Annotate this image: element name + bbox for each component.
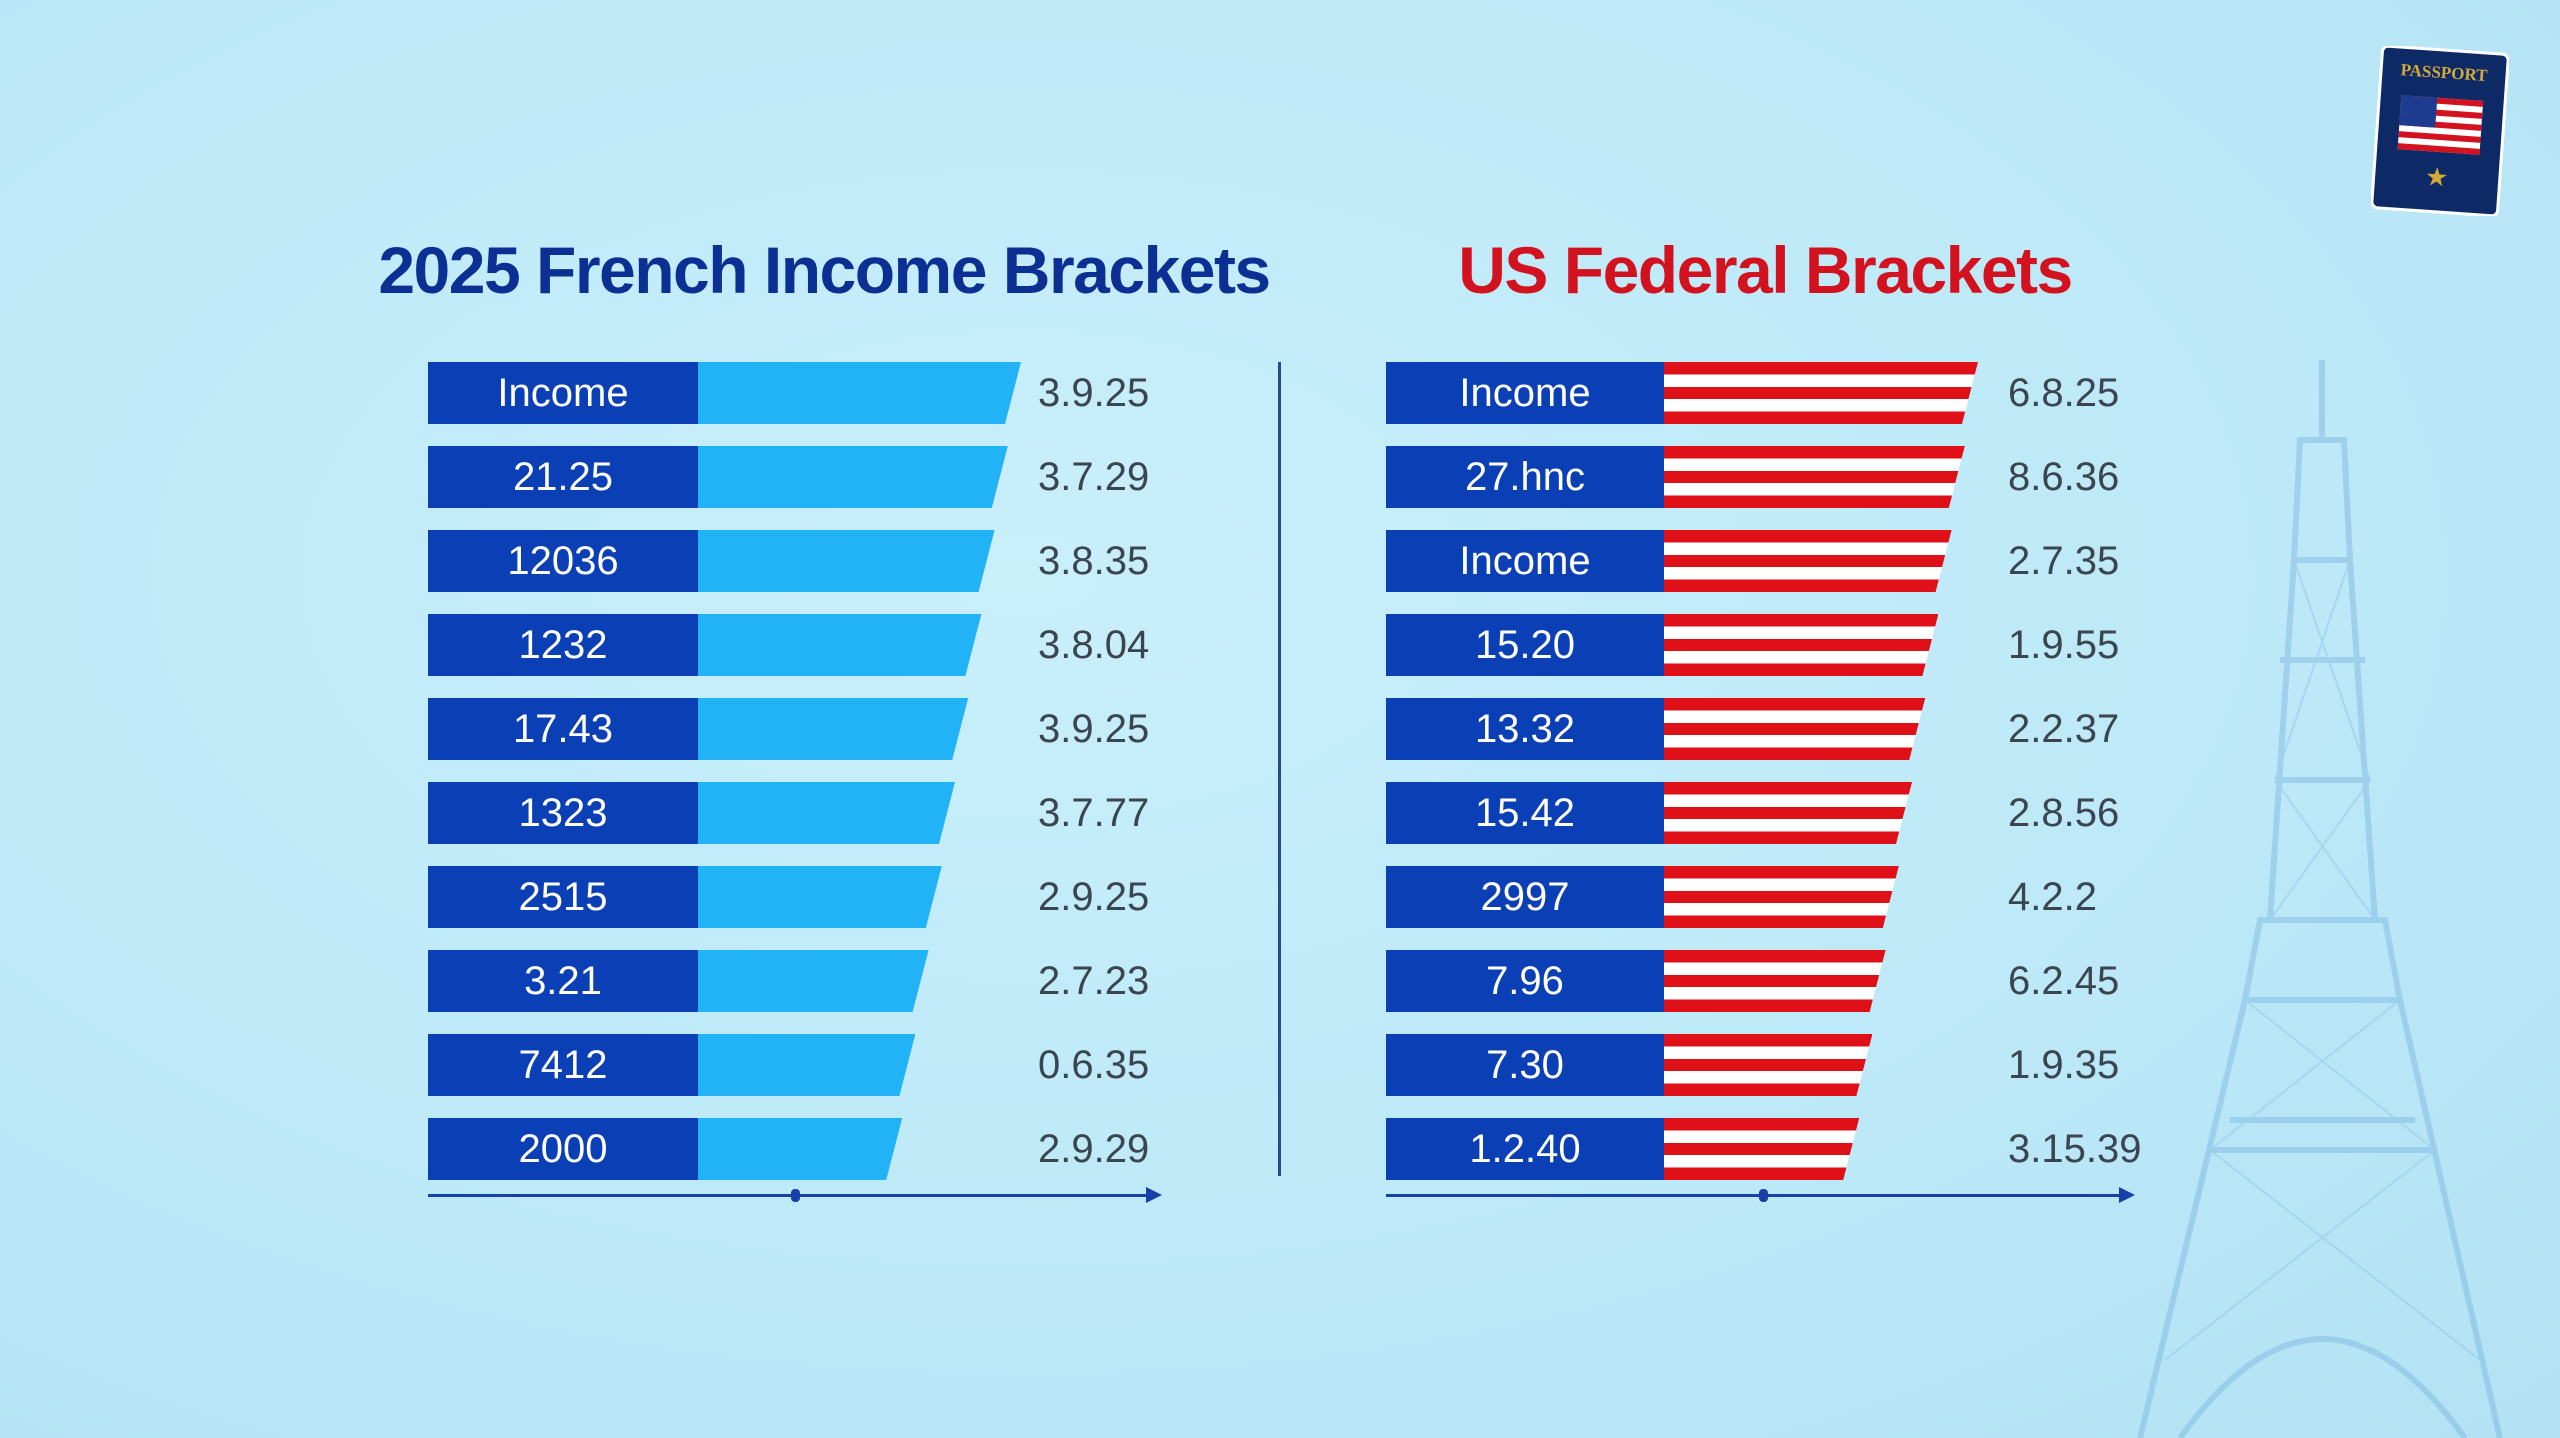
bar [698, 362, 1021, 424]
bar [698, 1034, 916, 1096]
bracket-label: 2997 [1386, 866, 1664, 928]
bracket-label: 15.20 [1386, 614, 1664, 676]
bracket-label: 17.43 [428, 698, 698, 760]
value-label: 1.9.35 [2008, 1042, 2120, 1087]
axis-arrow-icon [2119, 1187, 2135, 1203]
bar [1664, 614, 1939, 676]
value-label: 2.2.37 [2008, 706, 2120, 751]
bracket-label: 2000 [428, 1118, 698, 1180]
value-label: 3.7.29 [1038, 454, 1150, 499]
bar [698, 950, 929, 1012]
bar [698, 698, 969, 760]
bracket-label: 7.30 [1386, 1034, 1664, 1096]
eiffel-tower-icon [2137, 360, 2503, 1438]
bracket-label: Income [428, 362, 698, 424]
bracket-label: 2515 [428, 866, 698, 928]
us-flag-passport-icon: PASSPORT ★ [2371, 46, 2509, 216]
svg-text:★: ★ [2424, 161, 2449, 193]
bar [698, 1118, 903, 1180]
value-label: 2.7.35 [2008, 538, 2120, 583]
value-label: 2.9.25 [1038, 874, 1150, 919]
value-label: 8.6.36 [2008, 454, 2120, 499]
value-label: 6.8.25 [2008, 370, 2120, 415]
bar [698, 530, 995, 592]
axis-tick [1759, 1189, 1768, 1202]
axis-arrow-icon [1146, 1187, 1162, 1203]
bracket-label: 21.25 [428, 446, 698, 508]
french-x-axis [428, 1187, 1162, 1203]
bar [698, 614, 982, 676]
bar [1664, 1034, 1873, 1096]
bar [1664, 362, 1978, 424]
bracket-label: Income [1386, 362, 1664, 424]
value-label: 0.6.35 [1038, 1042, 1150, 1087]
bar [1664, 698, 1926, 760]
bar [1664, 950, 1886, 1012]
bracket-label: 27.hnc [1386, 446, 1664, 508]
value-label: 3.8.35 [1038, 538, 1150, 583]
bracket-label: 1.2.40 [1386, 1118, 1664, 1180]
us-x-axis [1386, 1187, 2135, 1203]
bracket-label: 3.21 [428, 950, 698, 1012]
bracket-label: 7412 [428, 1034, 698, 1096]
bracket-label: 13.32 [1386, 698, 1664, 760]
french-chart-title: 2025 French Income Brackets [378, 233, 1271, 307]
value-label: 3.7.77 [1038, 790, 1150, 835]
bar [1664, 530, 1952, 592]
value-label: 2.8.56 [2008, 790, 2120, 835]
bracket-label: Income [1386, 530, 1664, 592]
bracket-label: 12036 [428, 530, 698, 592]
chart-divider [1278, 362, 1281, 1176]
bar [698, 866, 942, 928]
bar [1664, 782, 1912, 844]
bar [698, 446, 1008, 508]
value-label: 3.8.04 [1038, 622, 1150, 667]
bracket-label: 1323 [428, 782, 698, 844]
value-label: 6.2.45 [2008, 958, 2120, 1003]
value-label: 3.15.39 [2008, 1126, 2142, 1171]
bar [1664, 446, 1965, 508]
us-chart-title: US Federal Brackets [1458, 233, 2073, 307]
bar [698, 782, 955, 844]
value-label: 4.2.2 [2008, 874, 2097, 919]
value-label: 3.9.25 [1038, 706, 1150, 751]
value-label: 2.9.29 [1038, 1126, 1150, 1171]
bar [1664, 1118, 1860, 1180]
bracket-label: 1232 [428, 614, 698, 676]
bracket-label: 15.42 [1386, 782, 1664, 844]
bracket-label: 7.96 [1386, 950, 1664, 1012]
bar [1664, 866, 1899, 928]
value-label: 3.9.25 [1038, 370, 1150, 415]
axis-tick [791, 1189, 800, 1202]
value-label: 1.9.55 [2008, 622, 2120, 667]
value-label: 2.7.23 [1038, 958, 1150, 1003]
